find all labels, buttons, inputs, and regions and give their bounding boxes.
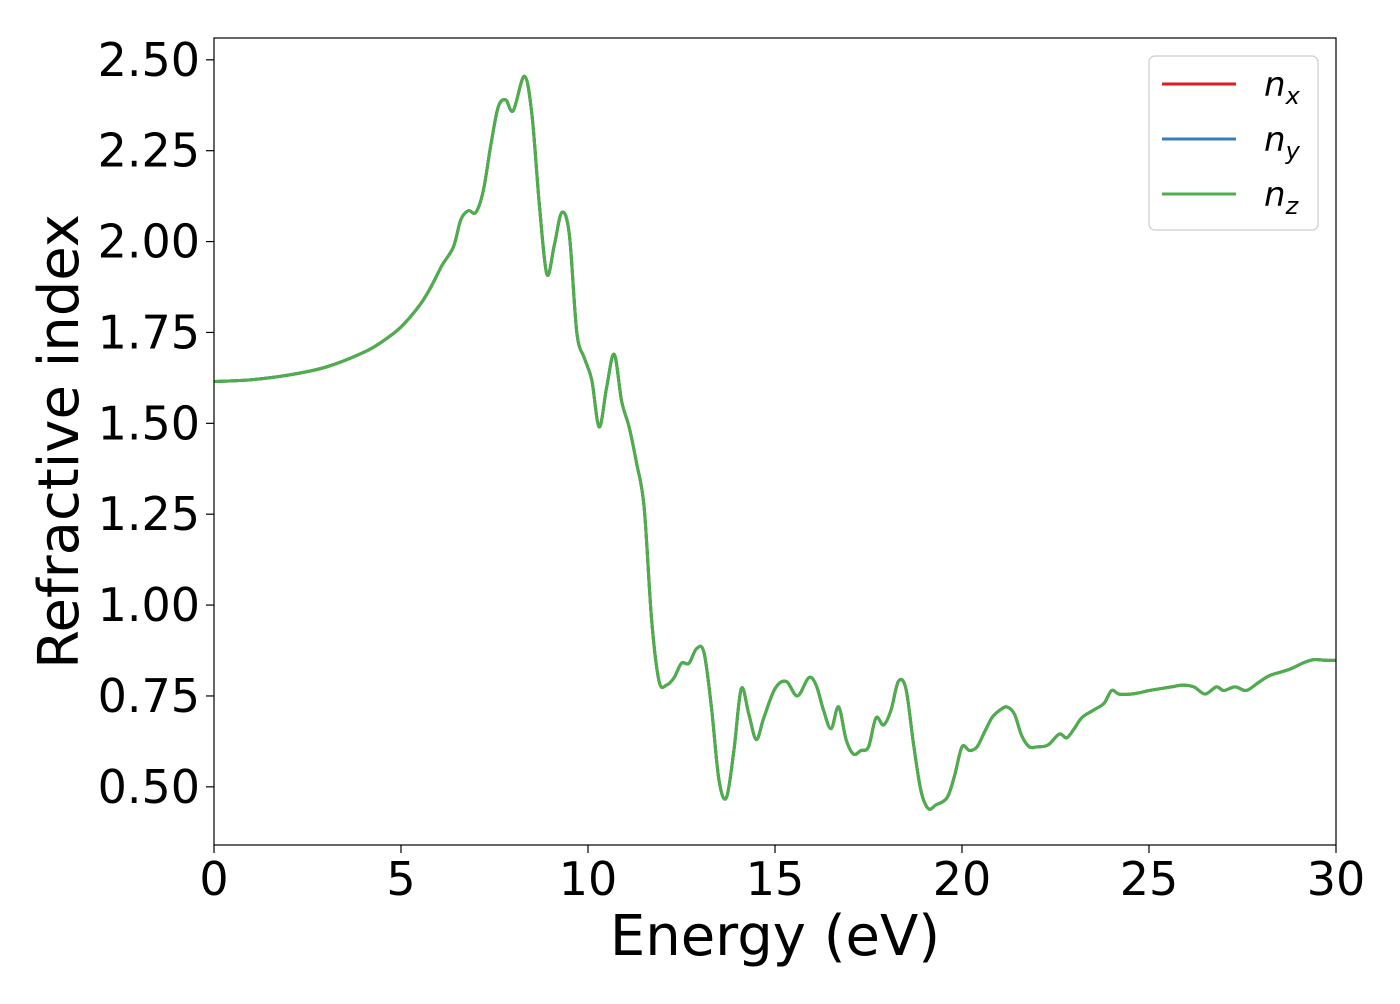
y-tick-label: 1.75 [98, 305, 200, 359]
x-tick-label: 5 [386, 852, 415, 906]
x-tick-label: 25 [1120, 852, 1179, 906]
legend: nx ny nz [1148, 55, 1319, 231]
x-tick-label: 30 [1307, 852, 1366, 906]
y-tick-label: 0.75 [98, 669, 200, 723]
legend-label-nz: nz [1264, 175, 1300, 220]
y-tick-label: 2.25 [98, 124, 200, 178]
y-axis: 0.50 0.75 1.00 1.25 1.50 1.75 2.00 2.25 2.50 [98, 33, 214, 814]
x-tick-label: 20 [933, 852, 992, 906]
y-tick-label: 1.50 [98, 396, 200, 450]
y-tick-label: 2.00 [98, 215, 200, 269]
x-tick-label: 15 [746, 852, 805, 906]
series-lines [213, 74, 1337, 811]
legend-label-nx: nx [1264, 65, 1301, 110]
y-tick-label: 0.50 [98, 760, 200, 814]
x-axis-title: Energy (eV) [610, 904, 940, 969]
y-axis-title: Refractive index [27, 214, 92, 669]
x-tick-label: 10 [559, 852, 618, 906]
y-tick-label: 1.00 [98, 578, 200, 632]
legend-label-ny: ny [1264, 120, 1301, 165]
legend-box [1148, 55, 1319, 231]
y-tick-label: 2.50 [98, 33, 200, 87]
x-axis: 0 5 10 15 20 25 30 [199, 845, 1365, 906]
y-tick-label: 1.25 [98, 487, 200, 541]
series-line-n-z [213, 74, 1337, 811]
x-tick-label: 0 [199, 852, 228, 906]
